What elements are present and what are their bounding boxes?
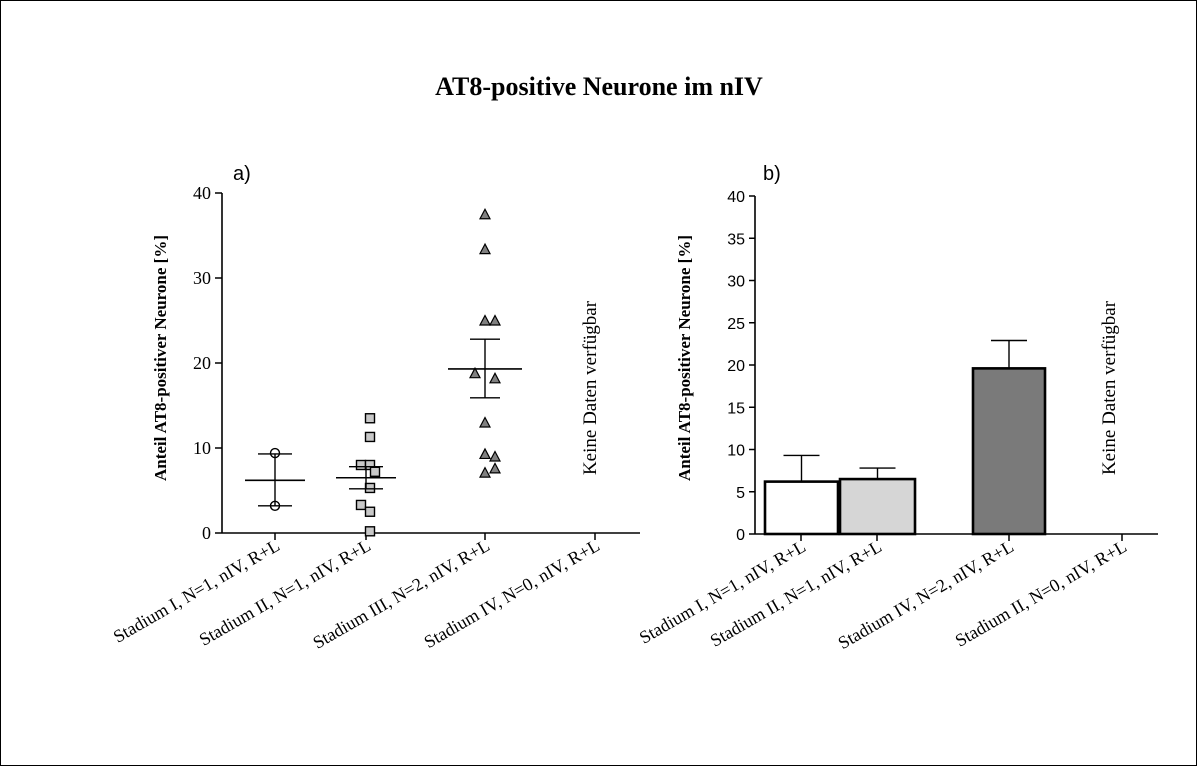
data-point-triangle bbox=[479, 466, 491, 478]
y-tick-label-a: 10 bbox=[193, 438, 211, 458]
data-point-triangle bbox=[479, 314, 491, 326]
data-point-triangle bbox=[479, 447, 491, 460]
y-tick-label-b: 5 bbox=[736, 485, 745, 502]
data-point-triangle bbox=[469, 366, 481, 379]
y-tick-label-b: 20 bbox=[727, 358, 745, 375]
y-tick-label-b: 15 bbox=[727, 400, 745, 417]
category-label-a: Stadium IV, N=0, nIV, R+L bbox=[421, 535, 603, 652]
data-point-triangle bbox=[489, 314, 501, 326]
y-tick-label-b: 25 bbox=[727, 316, 745, 333]
y-axis-label-b: Anteil AT8-positiver Neurone [%] bbox=[675, 235, 694, 481]
data-point-triangle bbox=[489, 450, 501, 462]
bar bbox=[838, 477, 917, 536]
data-point-square bbox=[355, 499, 367, 511]
y-tick-label-b: 10 bbox=[727, 443, 745, 460]
y-tick-label-b: 30 bbox=[727, 274, 745, 291]
y-tick-label-b: 0 bbox=[736, 527, 745, 544]
data-point-square bbox=[364, 482, 376, 494]
y-tick-label-a: 40 bbox=[193, 183, 211, 203]
data-point-square bbox=[364, 431, 376, 443]
no-data-annotation-a: Keine Daten verfügbar bbox=[580, 300, 601, 475]
no-data-annotation-b: Keine Daten verfügbar bbox=[1099, 300, 1120, 475]
y-tick-label-b: 40 bbox=[727, 189, 745, 206]
chart-title: AT8-positive Neurone im nIV bbox=[435, 72, 763, 101]
bar bbox=[971, 367, 1047, 536]
y-tick-label-a: 0 bbox=[202, 523, 211, 543]
data-point-square bbox=[364, 526, 376, 537]
y-tick-label-a: 20 bbox=[193, 353, 211, 373]
data-point-triangle bbox=[479, 242, 491, 255]
data-point-triangle bbox=[479, 207, 491, 220]
data-point-triangle bbox=[489, 462, 501, 474]
data-point-square bbox=[369, 466, 381, 477]
data-point-triangle bbox=[489, 372, 501, 384]
bar bbox=[763, 480, 840, 536]
category-label-a: Stadium I, N=1, nIV, R+L bbox=[110, 535, 283, 647]
panel-a-scatter: 0 10 20 30 40 Stadium I, N=1, nIV, R+L Stadium… bbox=[110, 163, 640, 653]
panel-label-b: b) bbox=[763, 163, 781, 185]
panel-label-a: a) bbox=[233, 163, 251, 185]
data-point-triangle bbox=[479, 416, 491, 428]
y-tick-label-a: 30 bbox=[193, 268, 211, 288]
y-axis-label-a: Anteil AT8-positiver Neurone [%] bbox=[151, 235, 170, 481]
data-point-square bbox=[355, 459, 367, 471]
y-tick-label-b: 35 bbox=[727, 231, 745, 248]
data-point-square bbox=[364, 506, 376, 517]
data-point-square bbox=[364, 413, 376, 424]
